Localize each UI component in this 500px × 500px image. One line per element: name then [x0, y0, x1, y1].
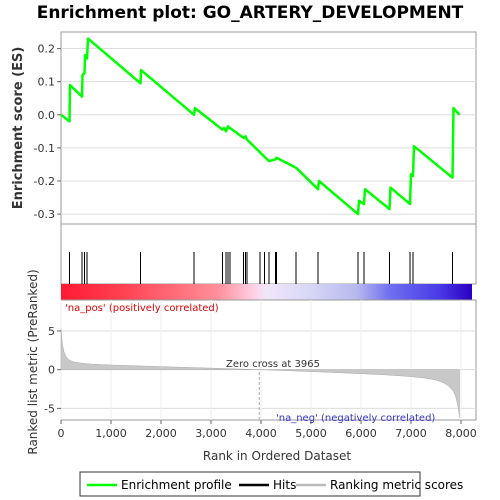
- x-tick-label: 2,000: [145, 427, 177, 440]
- legend-label-hits: Hits: [273, 478, 296, 492]
- negative-label: 'na_neg' (negatively correlated): [276, 413, 435, 424]
- positive-label: 'na_pos' (positively correlated): [65, 303, 219, 314]
- es-tick-label: 0.2: [38, 43, 56, 56]
- x-axis-label: Rank in Ordered Dataset: [203, 449, 351, 463]
- enrichment-profile-line: [60, 37, 461, 216]
- metric-tick-label: 0: [48, 364, 55, 377]
- legend-label-ranking: Ranking metric scores: [330, 478, 463, 492]
- es-panel-frame: [60, 31, 477, 225]
- metric-tick-label: 5: [48, 325, 55, 338]
- es-tick-label: -0.3: [34, 208, 55, 221]
- x-ticks: 0 1,000 2,000 3,000 4,000 5,000 6,000 7,000 8,00…: [58, 420, 477, 440]
- x-tick-label: 4,000: [245, 427, 277, 440]
- x-tick-label: 6,000: [345, 427, 377, 440]
- es-tick-label: 0.0: [38, 109, 56, 122]
- x-tick-label: 8,000: [445, 427, 477, 440]
- x-tick-label: 3,000: [195, 427, 227, 440]
- metric-tick-label: -5: [44, 402, 55, 415]
- ranking-metric-area: [60, 328, 460, 418]
- es-grid: [61, 48, 476, 215]
- chart-title: Enrichment plot: GO_ARTERY_DEVELOPMENT: [37, 3, 464, 23]
- x-tick-label: 5,000: [295, 427, 327, 440]
- hits-group: [69, 252, 453, 284]
- legend-label-enrichment: Enrichment profile: [121, 478, 232, 492]
- metric-panel-frame: [60, 299, 477, 421]
- x-tick-label: 7,000: [395, 427, 427, 440]
- es-y-axis-label: Enrichment score (ES): [11, 47, 26, 210]
- es-y-ticks: 0.2 0.1 0.0 -0.1 -0.2 -0.3: [34, 43, 61, 221]
- x-tick-label: 0: [58, 427, 65, 440]
- metric-y-axis-label: Ranked list metric (PreRanked): [26, 269, 40, 454]
- zero-cross-label: Zero cross at 3965: [226, 359, 320, 370]
- x-tick-label: 1,000: [95, 427, 127, 440]
- metric-y-ticks: 5 0 -5: [44, 325, 61, 415]
- es-tick-label: -0.2: [34, 175, 55, 188]
- es-tick-label: 0.1: [38, 76, 56, 89]
- es-tick-label: -0.1: [34, 142, 55, 155]
- ranking-color-bar: [61, 284, 472, 300]
